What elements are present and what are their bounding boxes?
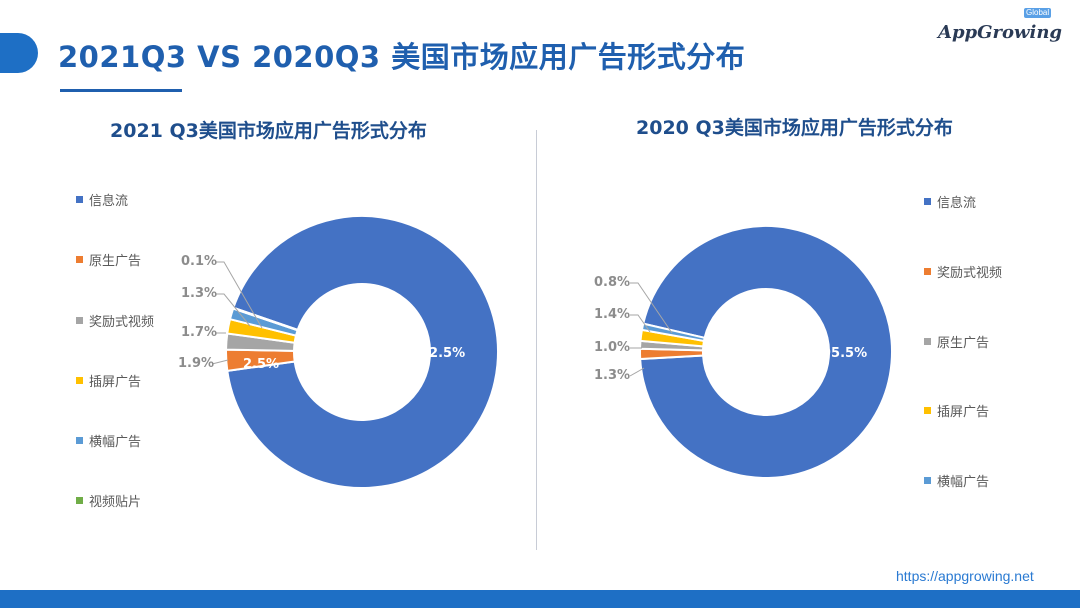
legend-item: 横幅广告 [924,471,989,490]
leader-lines [211,261,673,377]
legend-swatch [924,338,931,345]
data-label: 1.7% [181,325,218,340]
footer-bar [0,590,1080,608]
leader-line [629,367,645,377]
website-link[interactable]: https://appgrowing.net [896,568,1034,584]
leader-line [216,261,263,329]
data-label: 92.5% [420,346,466,361]
legend-item: 横幅广告 [76,431,141,450]
data-label: 95.5% [822,346,868,361]
legend-item: 奖励式视频 [76,311,154,330]
data-label: 1.3% [181,286,218,301]
legend-swatch [76,256,83,263]
data-label: 0.8% [594,275,631,290]
legend-item: 奖励式视频 [924,262,1002,281]
page-title: 2021Q3 VS 2020Q3 美国市场应用广告形式分布 [58,40,746,74]
legend-label: 插屏广告 [89,375,142,390]
donut-2020 [639,225,893,479]
legend-item: 原生广告 [76,250,141,269]
legend-label: 横幅广告 [937,475,990,490]
legend-label: 原生广告 [937,336,990,351]
leader-line [630,282,673,334]
legend-item: 插屏广告 [924,401,989,420]
legend-label: 插屏广告 [937,405,990,420]
legend-swatch [76,196,83,203]
legend-label: 信息流 [937,196,977,211]
logo-badge: Global [1024,8,1052,18]
data-label: 2.5% [243,357,280,372]
leader-line [630,314,651,333]
legend-swatch [924,268,931,275]
donut-slice-横幅广告 [640,322,706,343]
donut-slice-信息流 [639,225,893,479]
legend-item: 插屏广告 [76,371,141,390]
legend-swatch [924,198,931,205]
data-label: 0.1% [181,254,218,269]
legend-swatch [924,477,931,484]
legend-item: 信息流 [76,190,128,209]
donut-slice-信息流 [226,215,499,489]
divider [536,130,537,550]
legend-item: 信息流 [924,192,976,211]
leader-line [211,359,229,365]
leader-line [216,293,251,327]
legend-swatch [76,437,83,444]
legend-label: 奖励式视频 [89,315,155,330]
legend-label: 视频贴片 [89,495,142,510]
legend-label: 原生广告 [89,254,142,269]
legend-item: 视频贴片 [76,491,141,510]
data-label: 1.0% [594,340,631,355]
legend-swatch [76,377,83,384]
appgrowing-logo: AppGrowing [938,22,1063,43]
chart-title-2020: 2020 Q3美国市场应用广告形式分布 [636,117,953,139]
data-label: 1.9% [178,356,215,371]
donut-slice-视频贴片 [231,306,299,332]
legend-label: 横幅广告 [89,435,142,450]
legend-swatch [76,497,83,504]
title-accent [0,33,38,73]
legend-item: 原生广告 [924,332,989,351]
legend-label: 信息流 [89,194,129,209]
data-label: 1.4% [594,307,631,322]
legend-swatch [924,407,931,414]
legend-swatch [76,317,83,324]
title-underline [60,89,182,92]
legend-label: 奖励式视频 [937,266,1003,281]
data-label: 1.3% [594,368,631,383]
chart-title-2021: 2021 Q3美国市场应用广告形式分布 [110,120,427,142]
donut-2021 [225,215,499,489]
